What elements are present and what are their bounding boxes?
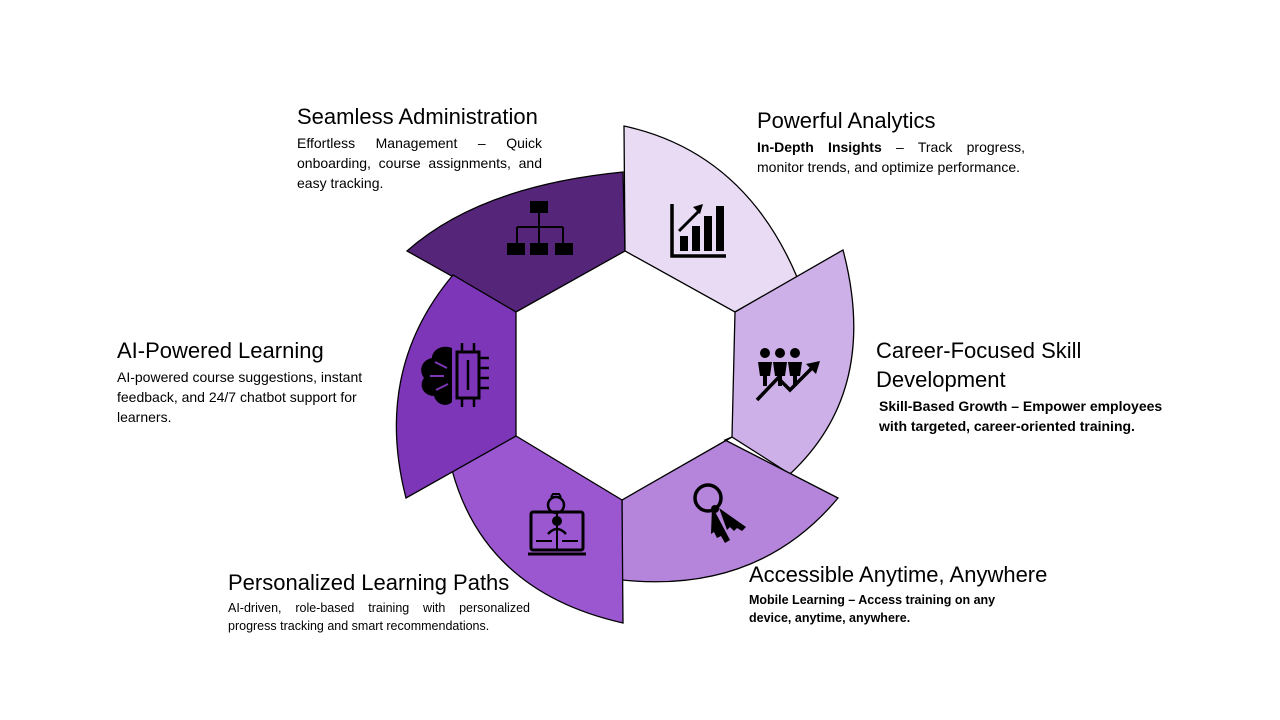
label-access: Accessible Anytime, Anywhere Mobile Lear… bbox=[749, 560, 1059, 627]
career-title: Career-Focused Skill Development bbox=[876, 338, 1082, 392]
org-chart-icon bbox=[507, 201, 573, 255]
access-title: Accessible Anytime, Anywhere bbox=[749, 562, 1048, 587]
ai-title: AI-Powered Learning bbox=[117, 338, 324, 363]
ai-brain-chip-icon bbox=[421, 343, 489, 407]
growth-chart-icon bbox=[670, 204, 726, 258]
ai-body: AI-powered course suggestions, instant f… bbox=[117, 369, 363, 425]
label-career: Career-Focused Skill Development Skill-B… bbox=[876, 336, 1176, 436]
segment-paths[interactable] bbox=[451, 435, 624, 624]
label-admin: Seamless Administration Effortless Manag… bbox=[297, 102, 542, 193]
paths-body: AI-driven, role-based training with pers… bbox=[228, 601, 530, 633]
career-body: Skill-Based Growth – Empower employees w… bbox=[879, 398, 1163, 434]
analytics-body-rest: – Track progress, monitor trends, and op… bbox=[757, 139, 1025, 175]
label-paths: Personalized Learning Paths AI-driven, r… bbox=[228, 568, 530, 635]
analytics-body: In-Depth Insights – Track progress, moni… bbox=[757, 137, 1025, 177]
segment-access[interactable] bbox=[621, 436, 840, 583]
access-body: Mobile Learning – Access training on any… bbox=[749, 593, 996, 625]
keys-icon bbox=[693, 483, 746, 543]
admin-title: Seamless Administration bbox=[297, 104, 538, 129]
analytics-body-bold: In-Depth Insights bbox=[757, 139, 882, 155]
analytics-title: Powerful Analytics bbox=[757, 108, 936, 133]
label-analytics: Powerful Analytics In-Depth Insights – T… bbox=[757, 106, 1025, 177]
team-growth-icon bbox=[755, 348, 820, 402]
learner-book-icon bbox=[528, 493, 586, 556]
label-ai: AI-Powered Learning AI-powered course su… bbox=[117, 336, 385, 427]
paths-title: Personalized Learning Paths bbox=[228, 570, 510, 595]
admin-body: Effortless Management – Quick onboarding… bbox=[297, 135, 542, 191]
